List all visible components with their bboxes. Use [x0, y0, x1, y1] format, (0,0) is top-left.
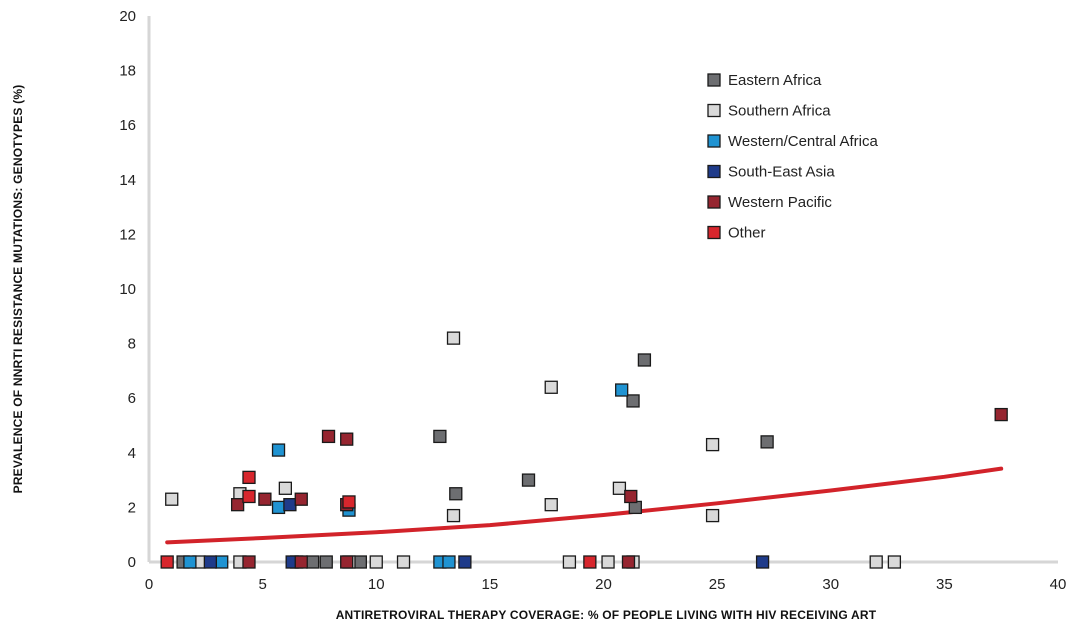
point-western-pacific-4 [294, 555, 308, 569]
trendline-layer [165, 466, 1004, 545]
legend: Eastern Africa Southern Africa Western/Cen… [707, 72, 878, 242]
point-south-east-asia-1 [283, 498, 297, 512]
x-tick-label-25: 25 [709, 576, 726, 593]
point-southern-africa-18 [869, 555, 883, 569]
x-tick-label-10: 10 [368, 576, 385, 593]
point-western-central-africa-6 [442, 555, 456, 569]
legend-label-western-pacific: Western Pacific [728, 194, 832, 211]
y-tick-label-16: 16 [119, 117, 136, 134]
y-tick-label-20: 20 [119, 8, 136, 25]
point-western-central-africa-2 [271, 443, 286, 457]
point-other-3 [342, 495, 356, 509]
point-eastern-africa-5 [433, 429, 447, 444]
point-western-central-africa-7 [615, 383, 629, 397]
point-southern-africa-6 [369, 555, 383, 569]
point-eastern-africa-10 [637, 353, 652, 367]
point-southern-africa-16 [705, 437, 720, 452]
series-south-east-asia [203, 498, 770, 569]
series-other [160, 470, 597, 569]
x-tick-label-20: 20 [595, 576, 612, 593]
point-southern-africa-8 [446, 331, 461, 345]
legend-swatch-south-east-asia [707, 164, 721, 179]
point-south-east-asia-3 [458, 555, 472, 569]
point-western-pacific-11 [994, 407, 1008, 422]
point-southern-africa-0 [165, 492, 179, 506]
legend-label-southern-africa: Southern Africa [728, 103, 831, 120]
point-southern-africa-11 [544, 498, 558, 512]
legend-label-other: Other [728, 225, 766, 242]
point-eastern-africa-7 [521, 473, 536, 487]
point-western-central-africa-0 [183, 555, 197, 569]
x-tick-label-35: 35 [936, 576, 953, 593]
point-southern-africa-10 [544, 380, 558, 394]
point-eastern-africa-6 [449, 487, 463, 501]
point-southern-africa-9 [446, 508, 461, 523]
trendline [165, 466, 1004, 545]
y-tick-label-12: 12 [119, 226, 136, 243]
point-western-pacific-8 [340, 555, 354, 569]
legend-label-south-east-asia: South-East Asia [728, 164, 835, 181]
point-western-pacific-3 [294, 492, 308, 506]
point-western-central-africa-1 [215, 555, 229, 569]
point-south-east-asia-0 [203, 555, 218, 569]
point-eastern-africa-2 [305, 555, 320, 569]
y-axis-title: PREVALENCE OF NNRTI RESISTANCE MUTATIONS… [11, 85, 25, 494]
point-other-2 [242, 489, 256, 504]
legend-label-eastern-africa: Eastern Africa [728, 72, 822, 89]
point-eastern-africa-11 [760, 435, 774, 449]
y-tick-label-2: 2 [128, 499, 136, 516]
x-tick-labels: 0 5 10 15 20 25 30 35 40 [145, 576, 1067, 593]
point-southern-africa-12 [562, 555, 577, 569]
y-tick-label-10: 10 [119, 281, 136, 298]
point-western-pacific-10 [624, 489, 638, 504]
y-tick-label-6: 6 [128, 390, 136, 407]
x-tick-label-0: 0 [145, 576, 153, 593]
point-western-pacific-2 [258, 492, 272, 506]
point-other-4 [583, 555, 597, 569]
x-tick-label-15: 15 [482, 576, 499, 593]
point-south-east-asia-4 [755, 555, 770, 569]
point-western-pacific-1 [242, 555, 256, 569]
point-eastern-africa-8 [626, 394, 640, 408]
y-tick-label-0: 0 [128, 554, 136, 571]
y-tick-label-8: 8 [128, 336, 136, 353]
point-southern-africa-14 [612, 481, 627, 495]
point-western-pacific-6 [340, 432, 354, 446]
point-southern-africa-13 [601, 555, 615, 569]
point-eastern-africa-4 [353, 555, 367, 569]
point-southern-africa-17 [705, 508, 720, 523]
legend-swatch-western-central-africa [707, 134, 721, 148]
y-tick-label-4: 4 [128, 445, 136, 462]
x-axis-title: ANTIRETROVIRAL THERAPY COVERAGE: % OF PE… [336, 608, 877, 622]
point-other-0 [160, 555, 174, 569]
legend-swatch-eastern-africa [707, 73, 721, 87]
x-tick-label-40: 40 [1050, 576, 1067, 593]
x-tick-label-30: 30 [822, 576, 839, 593]
point-western-central-africa-3 [271, 500, 286, 515]
legend-swatch-western-pacific [707, 195, 721, 209]
point-eastern-africa-9 [628, 500, 642, 515]
x-tick-label-5: 5 [258, 576, 266, 593]
point-western-pacific-5 [321, 429, 336, 444]
data-points [160, 331, 1008, 569]
point-southern-africa-7 [396, 555, 411, 569]
point-southern-africa-19 [887, 555, 902, 569]
legend-swatch-southern-africa [707, 103, 721, 118]
point-other-1 [242, 470, 256, 485]
legend-swatch-other [707, 225, 721, 240]
y-tick-label-14: 14 [119, 172, 136, 189]
point-southern-africa-4 [278, 481, 293, 495]
y-tick-labels: 0 2 4 6 8 10 12 14 16 18 20 [119, 8, 136, 571]
y-tick-label-18: 18 [119, 63, 136, 80]
point-western-pacific-9 [621, 555, 636, 569]
point-western-pacific-0 [230, 498, 245, 512]
point-eastern-africa-3 [319, 555, 333, 569]
legend-label-western-central-africa: Western/Central Africa [728, 133, 878, 150]
